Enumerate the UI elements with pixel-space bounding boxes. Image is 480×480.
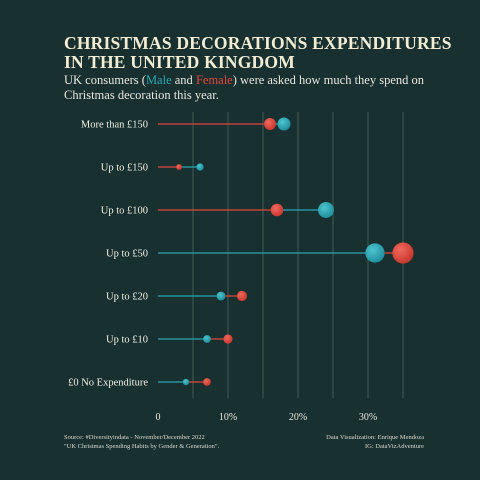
x-tick-label: 20% bbox=[289, 412, 307, 423]
female-dot bbox=[236, 290, 248, 302]
female-dot bbox=[176, 164, 182, 170]
category-label: £0 No Expenditure bbox=[68, 378, 148, 389]
female-dot bbox=[223, 334, 233, 344]
category-label: Up to £150 bbox=[101, 163, 148, 174]
source-note: Source: #Diversityindata - November/Dece… bbox=[64, 433, 219, 451]
credit-line-2: IG: DataVizAdventure bbox=[365, 443, 424, 450]
female-dot bbox=[392, 242, 414, 264]
credit-note: Data Visualization: Enrique Mendoza IG: … bbox=[326, 433, 424, 451]
category-label: Up to £50 bbox=[106, 249, 148, 260]
male-dot bbox=[203, 335, 211, 343]
chart-subtitle: UK consumers (Male and Female) were aske… bbox=[64, 73, 464, 103]
subtitle-and: and bbox=[171, 73, 196, 87]
title-line-2: IN THE UNITED KINGDOM bbox=[64, 52, 295, 72]
category-label: Up to £10 bbox=[106, 335, 148, 346]
male-dot bbox=[277, 117, 291, 131]
subtitle-male: Male bbox=[145, 73, 172, 87]
title-line-1: CHRISTMAS DECORATIONS EXPENDITURES bbox=[64, 33, 452, 53]
category-label: More than £150 bbox=[81, 120, 148, 131]
credit-line-1: Data Visualization: Enrique Mendoza bbox=[326, 434, 424, 441]
chart-title: CHRISTMAS DECORATIONS EXPENDITURES IN TH… bbox=[64, 34, 464, 72]
x-tick-label: 10% bbox=[219, 412, 237, 423]
male-dot bbox=[318, 202, 334, 218]
category-label: Up to £20 bbox=[106, 292, 148, 303]
subtitle-post: ) were asked how much they spend on Chri… bbox=[64, 73, 425, 102]
male-dot bbox=[365, 243, 385, 263]
category-label: Up to £100 bbox=[101, 206, 148, 217]
male-dot bbox=[182, 378, 190, 386]
x-tick-label: 0 bbox=[156, 412, 161, 423]
female-dot bbox=[203, 378, 211, 386]
x-tick-label: 30% bbox=[359, 412, 377, 423]
source-line-1: Source: #Diversityindata - November/Dece… bbox=[64, 434, 205, 441]
male-dot bbox=[196, 163, 204, 171]
subtitle-female: Female bbox=[195, 73, 233, 87]
source-line-2: "UK Christmas Spending Habits by Gender … bbox=[64, 443, 220, 450]
subtitle-pre: UK consumers ( bbox=[64, 73, 146, 87]
female-dot bbox=[270, 203, 284, 217]
female-dot bbox=[263, 117, 277, 131]
male-dot bbox=[216, 291, 226, 301]
